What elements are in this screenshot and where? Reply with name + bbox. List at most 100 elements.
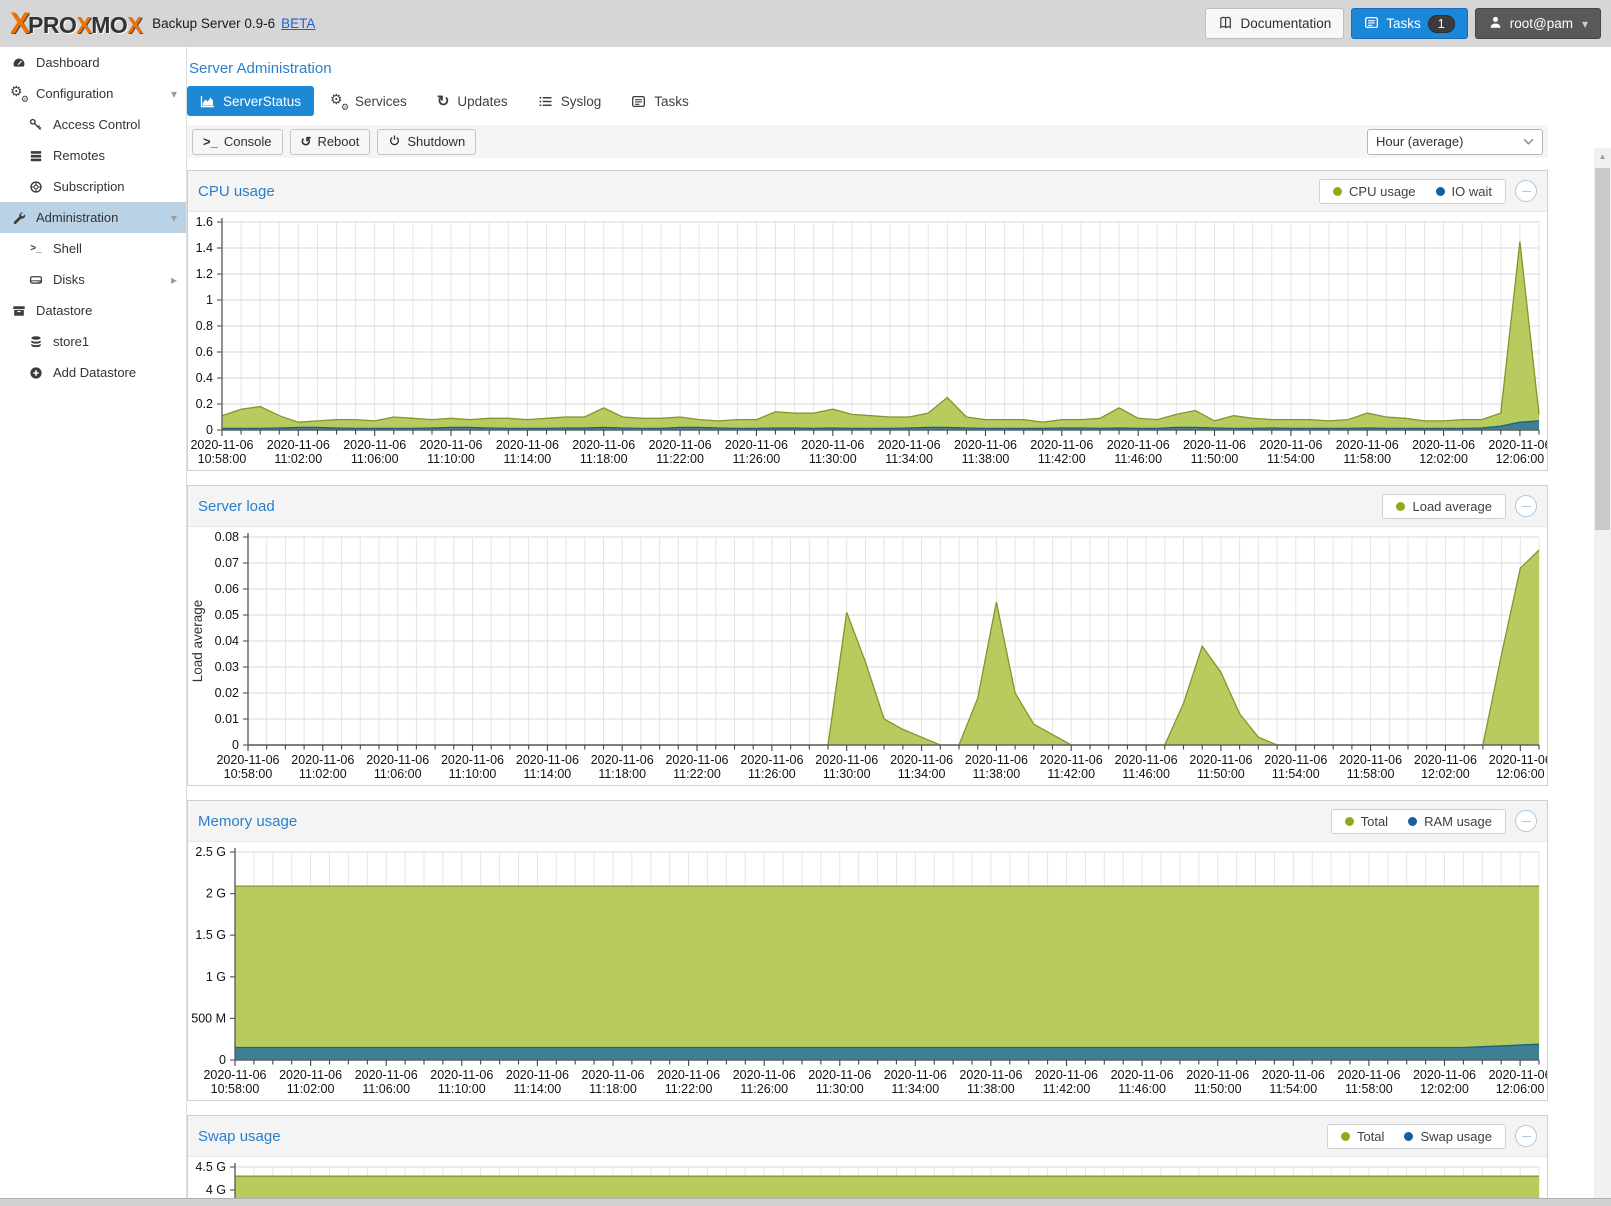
- beta-link[interactable]: BETA: [281, 16, 316, 31]
- svg-text:11:34:00: 11:34:00: [898, 767, 946, 781]
- sidebar-item-store1[interactable]: store1: [0, 326, 186, 357]
- svg-text:11:06:00: 11:06:00: [362, 1082, 410, 1096]
- sidebar-item-add-datastore[interactable]: Add Datastore: [0, 357, 186, 388]
- svg-text:0.08: 0.08: [215, 530, 239, 544]
- panel-header: Server load Load average: [188, 486, 1547, 527]
- tab-updates[interactable]: ↻ Updates: [424, 86, 521, 116]
- tab-serverstatus[interactable]: ServerStatus: [187, 86, 315, 116]
- legend-item-ram-usage[interactable]: RAM usage: [1408, 814, 1492, 829]
- terminal-icon: >_: [30, 243, 42, 254]
- svg-text:2020-11-06: 2020-11-06: [1262, 1068, 1325, 1082]
- svg-text:12:06:00: 12:06:00: [1496, 1082, 1545, 1096]
- chart-legend: Total Swap usage: [1326, 1123, 1506, 1149]
- sidebar-item-access-control[interactable]: Access Control: [0, 109, 186, 140]
- svg-text:11:34:00: 11:34:00: [885, 452, 933, 466]
- panel-title: Swap usage: [198, 1127, 281, 1145]
- tasks-button[interactable]: Tasks 1: [1351, 8, 1468, 39]
- svg-text:2020-11-06: 2020-11-06: [878, 438, 941, 452]
- svg-text:1.4: 1.4: [196, 241, 213, 255]
- sidebar-item-disks[interactable]: Disks ▸: [0, 264, 186, 295]
- panel-title: CPU usage: [198, 182, 275, 200]
- sidebar-item-remotes[interactable]: Remotes: [0, 140, 186, 171]
- sidebar-item-shell[interactable]: >_ Shell: [0, 233, 186, 264]
- user-label: root@pam: [1509, 16, 1573, 31]
- sidebar-item-administration[interactable]: Administration ▾: [0, 202, 186, 233]
- svg-text:11:50:00: 11:50:00: [1197, 767, 1245, 781]
- collapse-panel-icon[interactable]: [1515, 810, 1537, 832]
- tab-bar: ServerStatus ⚙ ⚙ Services ↻ Updates Syslog Task…: [187, 86, 1548, 116]
- svg-text:0.04: 0.04: [215, 634, 239, 648]
- vertical-scrollbar[interactable]: ▲: [1594, 148, 1611, 1199]
- svg-text:11:34:00: 11:34:00: [891, 1082, 939, 1096]
- sidebar-item-label: Configuration: [36, 86, 114, 101]
- book-icon: [1218, 15, 1233, 33]
- svg-text:2020-11-06: 2020-11-06: [954, 438, 1017, 452]
- svg-text:2020-11-06: 2020-11-06: [801, 438, 864, 452]
- collapse-panel-icon[interactable]: [1515, 495, 1537, 517]
- svg-text:2020-11-06: 2020-11-06: [1115, 753, 1178, 767]
- svg-text:2020-11-06: 2020-11-06: [203, 1068, 266, 1082]
- sidebar-item-datastore[interactable]: Datastore: [0, 295, 186, 326]
- legend-item-load-average[interactable]: Load average: [1396, 499, 1492, 514]
- logo-segment: X: [10, 6, 30, 40]
- sidebar-item-configuration[interactable]: ⚙ ⚙ Configuration ▾: [0, 78, 186, 109]
- hdd-icon: [27, 273, 45, 287]
- svg-text:2 G: 2 G: [206, 887, 226, 901]
- sidebar-item-label: Datastore: [36, 303, 93, 318]
- panel-title: Server load: [198, 497, 275, 515]
- svg-text:12:02:00: 12:02:00: [1419, 452, 1468, 466]
- timeframe-select[interactable]: Hour (average): [1367, 128, 1543, 155]
- svg-text:11:14:00: 11:14:00: [504, 452, 552, 466]
- reboot-button[interactable]: ↺ Reboot: [289, 128, 371, 155]
- sidebar-item-label: Administration: [36, 210, 119, 225]
- svg-text:2020-11-06: 2020-11-06: [496, 438, 559, 452]
- tab-services[interactable]: ⚙ ⚙ Services: [318, 86, 420, 116]
- svg-text:11:58:00: 11:58:00: [1347, 767, 1395, 781]
- svg-text:0.2: 0.2: [196, 397, 213, 411]
- documentation-button[interactable]: Documentation: [1205, 8, 1345, 39]
- legend-item-total[interactable]: Total: [1340, 1129, 1384, 1144]
- console-button[interactable]: >_ Console: [192, 128, 283, 155]
- scroll-up-arrow[interactable]: ▲: [1598, 151, 1607, 161]
- console-label: Console: [223, 134, 272, 149]
- user-menu-button[interactable]: root@pam ▾: [1474, 8, 1601, 39]
- collapse-panel-icon[interactable]: [1515, 180, 1537, 202]
- legend-dot: [1435, 186, 1445, 196]
- logo-segment: X: [127, 11, 143, 38]
- legend-item-swap-usage[interactable]: Swap usage: [1404, 1129, 1492, 1144]
- sidebar-item-subscription[interactable]: Subscription: [0, 171, 186, 202]
- legend-dot: [1344, 816, 1354, 826]
- svg-text:11:30:00: 11:30:00: [823, 767, 871, 781]
- svg-text:4.5 G: 4.5 G: [195, 1160, 226, 1174]
- svg-text:11:06:00: 11:06:00: [351, 452, 399, 466]
- scrollbar-thumb[interactable]: [1595, 168, 1610, 530]
- chart-area-icon: [200, 94, 215, 109]
- svg-text:2020-11-06: 2020-11-06: [1336, 438, 1399, 452]
- tab-syslog[interactable]: Syslog: [525, 86, 615, 116]
- shutdown-button[interactable]: Shutdown: [377, 128, 477, 155]
- sidebar-item-label: Remotes: [53, 148, 106, 163]
- collapse-panel-icon[interactable]: [1515, 1125, 1537, 1147]
- svg-text:0.07: 0.07: [215, 556, 239, 570]
- legend-dot: [1333, 186, 1343, 196]
- legend-item-cpu-usage[interactable]: CPU usage: [1333, 184, 1416, 199]
- svg-text:0.05: 0.05: [215, 608, 239, 622]
- svg-text:2020-11-06: 2020-11-06: [441, 753, 504, 767]
- panel-memory-usage: Memory usage Total RAM usage 0 500 M 1 G 1.5 G…: [187, 800, 1548, 1101]
- sidebar-item-dashboard[interactable]: Dashboard: [0, 47, 186, 78]
- svg-text:0: 0: [206, 423, 213, 437]
- legend-item-total[interactable]: Total: [1344, 813, 1389, 829]
- legend-label: Total: [1360, 813, 1389, 829]
- sidebar-item-label: Shell: [53, 241, 82, 256]
- svg-text:0.4: 0.4: [196, 371, 213, 385]
- gauge-icon: [10, 56, 28, 70]
- tab-tasks[interactable]: Tasks: [618, 86, 702, 116]
- bars-icon: [27, 149, 45, 163]
- svg-text:0.01: 0.01: [215, 712, 239, 726]
- svg-text:1.5 G: 1.5 G: [195, 928, 226, 942]
- app-header: X PRO X MO X Backup Server 0.9-6 BETA Docume…: [0, 0, 1611, 47]
- legend-item-io-wait[interactable]: IO wait: [1435, 184, 1492, 199]
- svg-text:2020-11-06: 2020-11-06: [216, 753, 279, 767]
- svg-text:11:30:00: 11:30:00: [809, 452, 857, 466]
